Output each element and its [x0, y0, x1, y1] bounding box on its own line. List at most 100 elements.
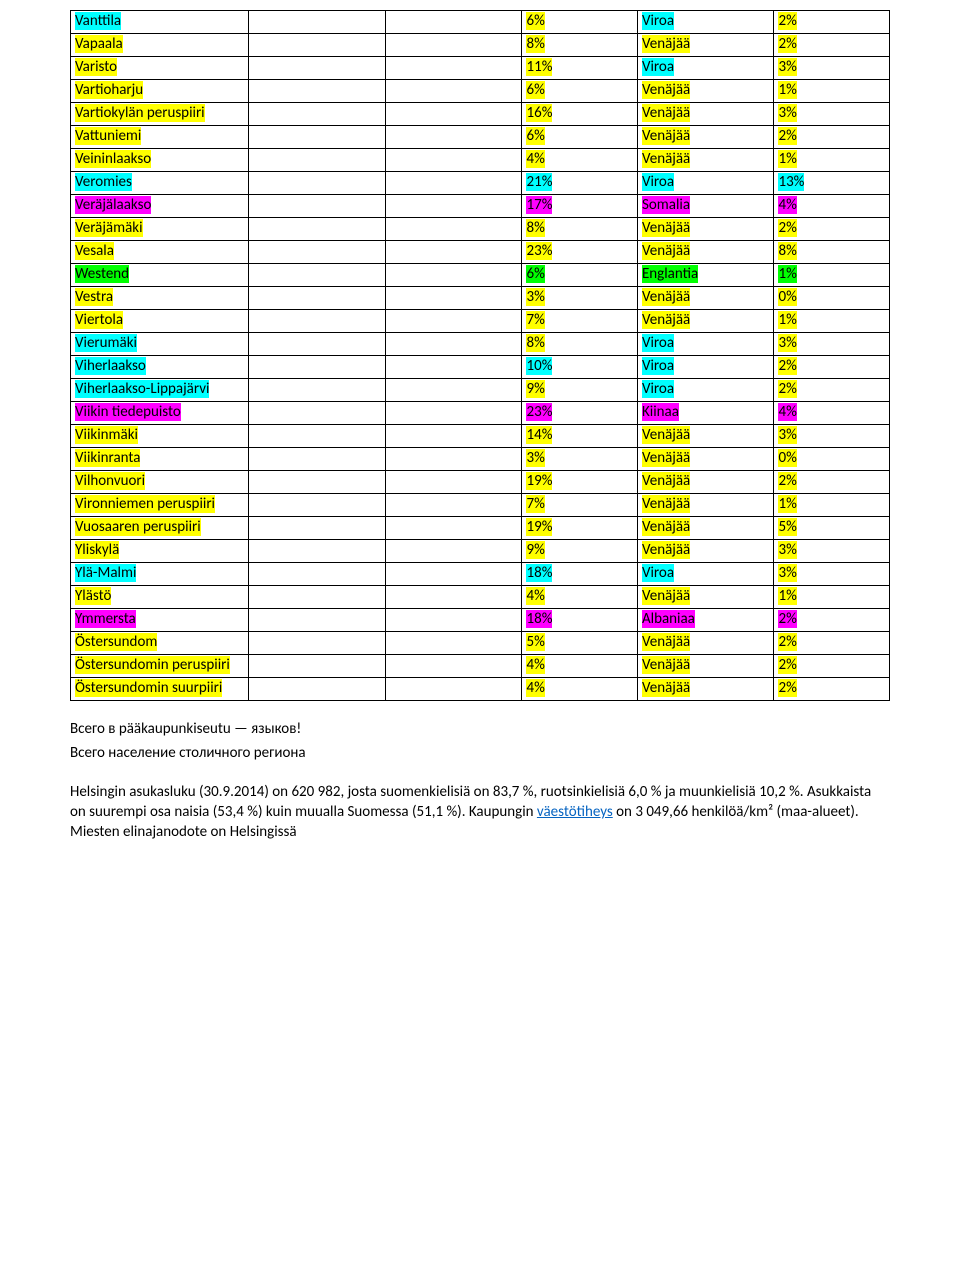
cell-lang: Somalia: [637, 195, 774, 218]
cell-lang: Viroa: [637, 172, 774, 195]
cell-empty: [385, 586, 522, 609]
cell-pct1: 19%: [522, 471, 637, 494]
cell-pct2: 3%: [774, 333, 890, 356]
cell-pct1: 23%: [522, 402, 637, 425]
cell-empty: [249, 241, 386, 264]
cell-lang: Viroa: [637, 57, 774, 80]
cell-pct1: 21%: [522, 172, 637, 195]
cell-pct1: 4%: [522, 678, 637, 701]
cell-empty: [249, 632, 386, 655]
cell-name: Östersundom: [71, 632, 249, 655]
cell-empty: [249, 586, 386, 609]
cell-name: Vartiokylän peruspiiri: [71, 103, 249, 126]
cell-empty: [385, 379, 522, 402]
cell-pct1: 10%: [522, 356, 637, 379]
table-row: Viherlaakso-Lippajärvi9%Viroa2%: [71, 379, 890, 402]
cell-lang: Venäjää: [637, 655, 774, 678]
cell-empty: [385, 356, 522, 379]
cell-empty: [385, 632, 522, 655]
cell-empty: [385, 494, 522, 517]
cell-empty: [249, 149, 386, 172]
cell-lang: Albaniaa: [637, 609, 774, 632]
cell-lang: Viroa: [637, 356, 774, 379]
cell-pct2: 2%: [774, 11, 890, 34]
cell-pct1: 3%: [522, 448, 637, 471]
cell-empty: [385, 11, 522, 34]
table-row: Varisto11%Viroa3%: [71, 57, 890, 80]
table-row: Viikinmäki14%Venäjää3%: [71, 425, 890, 448]
cell-pct2: 3%: [774, 540, 890, 563]
cell-lang: Venäjää: [637, 540, 774, 563]
cell-lang: Venäjää: [637, 471, 774, 494]
cell-pct1: 8%: [522, 34, 637, 57]
cell-lang: Venäjää: [637, 586, 774, 609]
cell-name: Veromies: [71, 172, 249, 195]
cell-lang: Venäjää: [637, 149, 774, 172]
table-row: Vierumäki8%Viroa3%: [71, 333, 890, 356]
cell-name: Viikin tiedepuisto: [71, 402, 249, 425]
cell-pct1: 18%: [522, 609, 637, 632]
cell-pct1: 9%: [522, 379, 637, 402]
cell-pct2: 2%: [774, 471, 890, 494]
cell-name: Ylä-Malmi: [71, 563, 249, 586]
cell-lang: Viroa: [637, 379, 774, 402]
cell-name: Vapaala: [71, 34, 249, 57]
cell-empty: [249, 195, 386, 218]
cell-lang: Venäjää: [637, 632, 774, 655]
summary-line-1: Всего в pääkaupunkiseutu — языков!: [70, 719, 890, 739]
cell-empty: [249, 34, 386, 57]
cell-pct2: 2%: [774, 632, 890, 655]
cell-pct2: 3%: [774, 57, 890, 80]
cell-empty: [249, 264, 386, 287]
cell-empty: [249, 471, 386, 494]
cell-lang: Englantia: [637, 264, 774, 287]
cell-pct1: 6%: [522, 126, 637, 149]
cell-empty: [249, 609, 386, 632]
cell-empty: [249, 425, 386, 448]
cell-pct2: 3%: [774, 563, 890, 586]
cell-lang: Viroa: [637, 563, 774, 586]
cell-pct2: 0%: [774, 448, 890, 471]
cell-lang: Viroa: [637, 333, 774, 356]
cell-empty: [249, 11, 386, 34]
cell-name: Ylästö: [71, 586, 249, 609]
table-row: Viikin tiedepuisto23%Kiinaa4%: [71, 402, 890, 425]
cell-name: Viertola: [71, 310, 249, 333]
cell-name: Vestra: [71, 287, 249, 310]
cell-name: Vuosaaren peruspiiri: [71, 517, 249, 540]
cell-empty: [385, 402, 522, 425]
table-row: Viertola7%Venäjää1%: [71, 310, 890, 333]
cell-pct1: 7%: [522, 310, 637, 333]
cell-lang: Venäjää: [637, 126, 774, 149]
cell-pct2: 1%: [774, 149, 890, 172]
cell-pct2: 2%: [774, 356, 890, 379]
cell-pct1: 14%: [522, 425, 637, 448]
cell-empty: [249, 80, 386, 103]
cell-name: Veininlaakso: [71, 149, 249, 172]
cell-pct2: 2%: [774, 678, 890, 701]
cell-pct2: 1%: [774, 494, 890, 517]
cell-pct1: 18%: [522, 563, 637, 586]
cell-lang: Venäjää: [637, 425, 774, 448]
cell-name: Vanttila: [71, 11, 249, 34]
cell-pct2: 13%: [774, 172, 890, 195]
cell-name: Westend: [71, 264, 249, 287]
cell-pct2: 3%: [774, 103, 890, 126]
density-link[interactable]: väestötiheys: [537, 803, 613, 821]
cell-empty: [385, 655, 522, 678]
cell-pct2: 1%: [774, 264, 890, 287]
cell-name: Vesala: [71, 241, 249, 264]
cell-pct2: 5%: [774, 517, 890, 540]
table-row: Vartioharju6%Venäjää1%: [71, 80, 890, 103]
cell-empty: [385, 310, 522, 333]
cell-pct2: 3%: [774, 425, 890, 448]
cell-name: Viherlaakso-Lippajärvi: [71, 379, 249, 402]
cell-name: Vironniemen peruspiiri: [71, 494, 249, 517]
table-row: Vanttila6%Viroa2%: [71, 11, 890, 34]
cell-pct1: 23%: [522, 241, 637, 264]
cell-lang: Venäjää: [637, 448, 774, 471]
table-row: Östersundom5%Venäjää2%: [71, 632, 890, 655]
cell-pct1: 17%: [522, 195, 637, 218]
table-row: Yliskylä9%Venäjää3%: [71, 540, 890, 563]
cell-empty: [385, 517, 522, 540]
